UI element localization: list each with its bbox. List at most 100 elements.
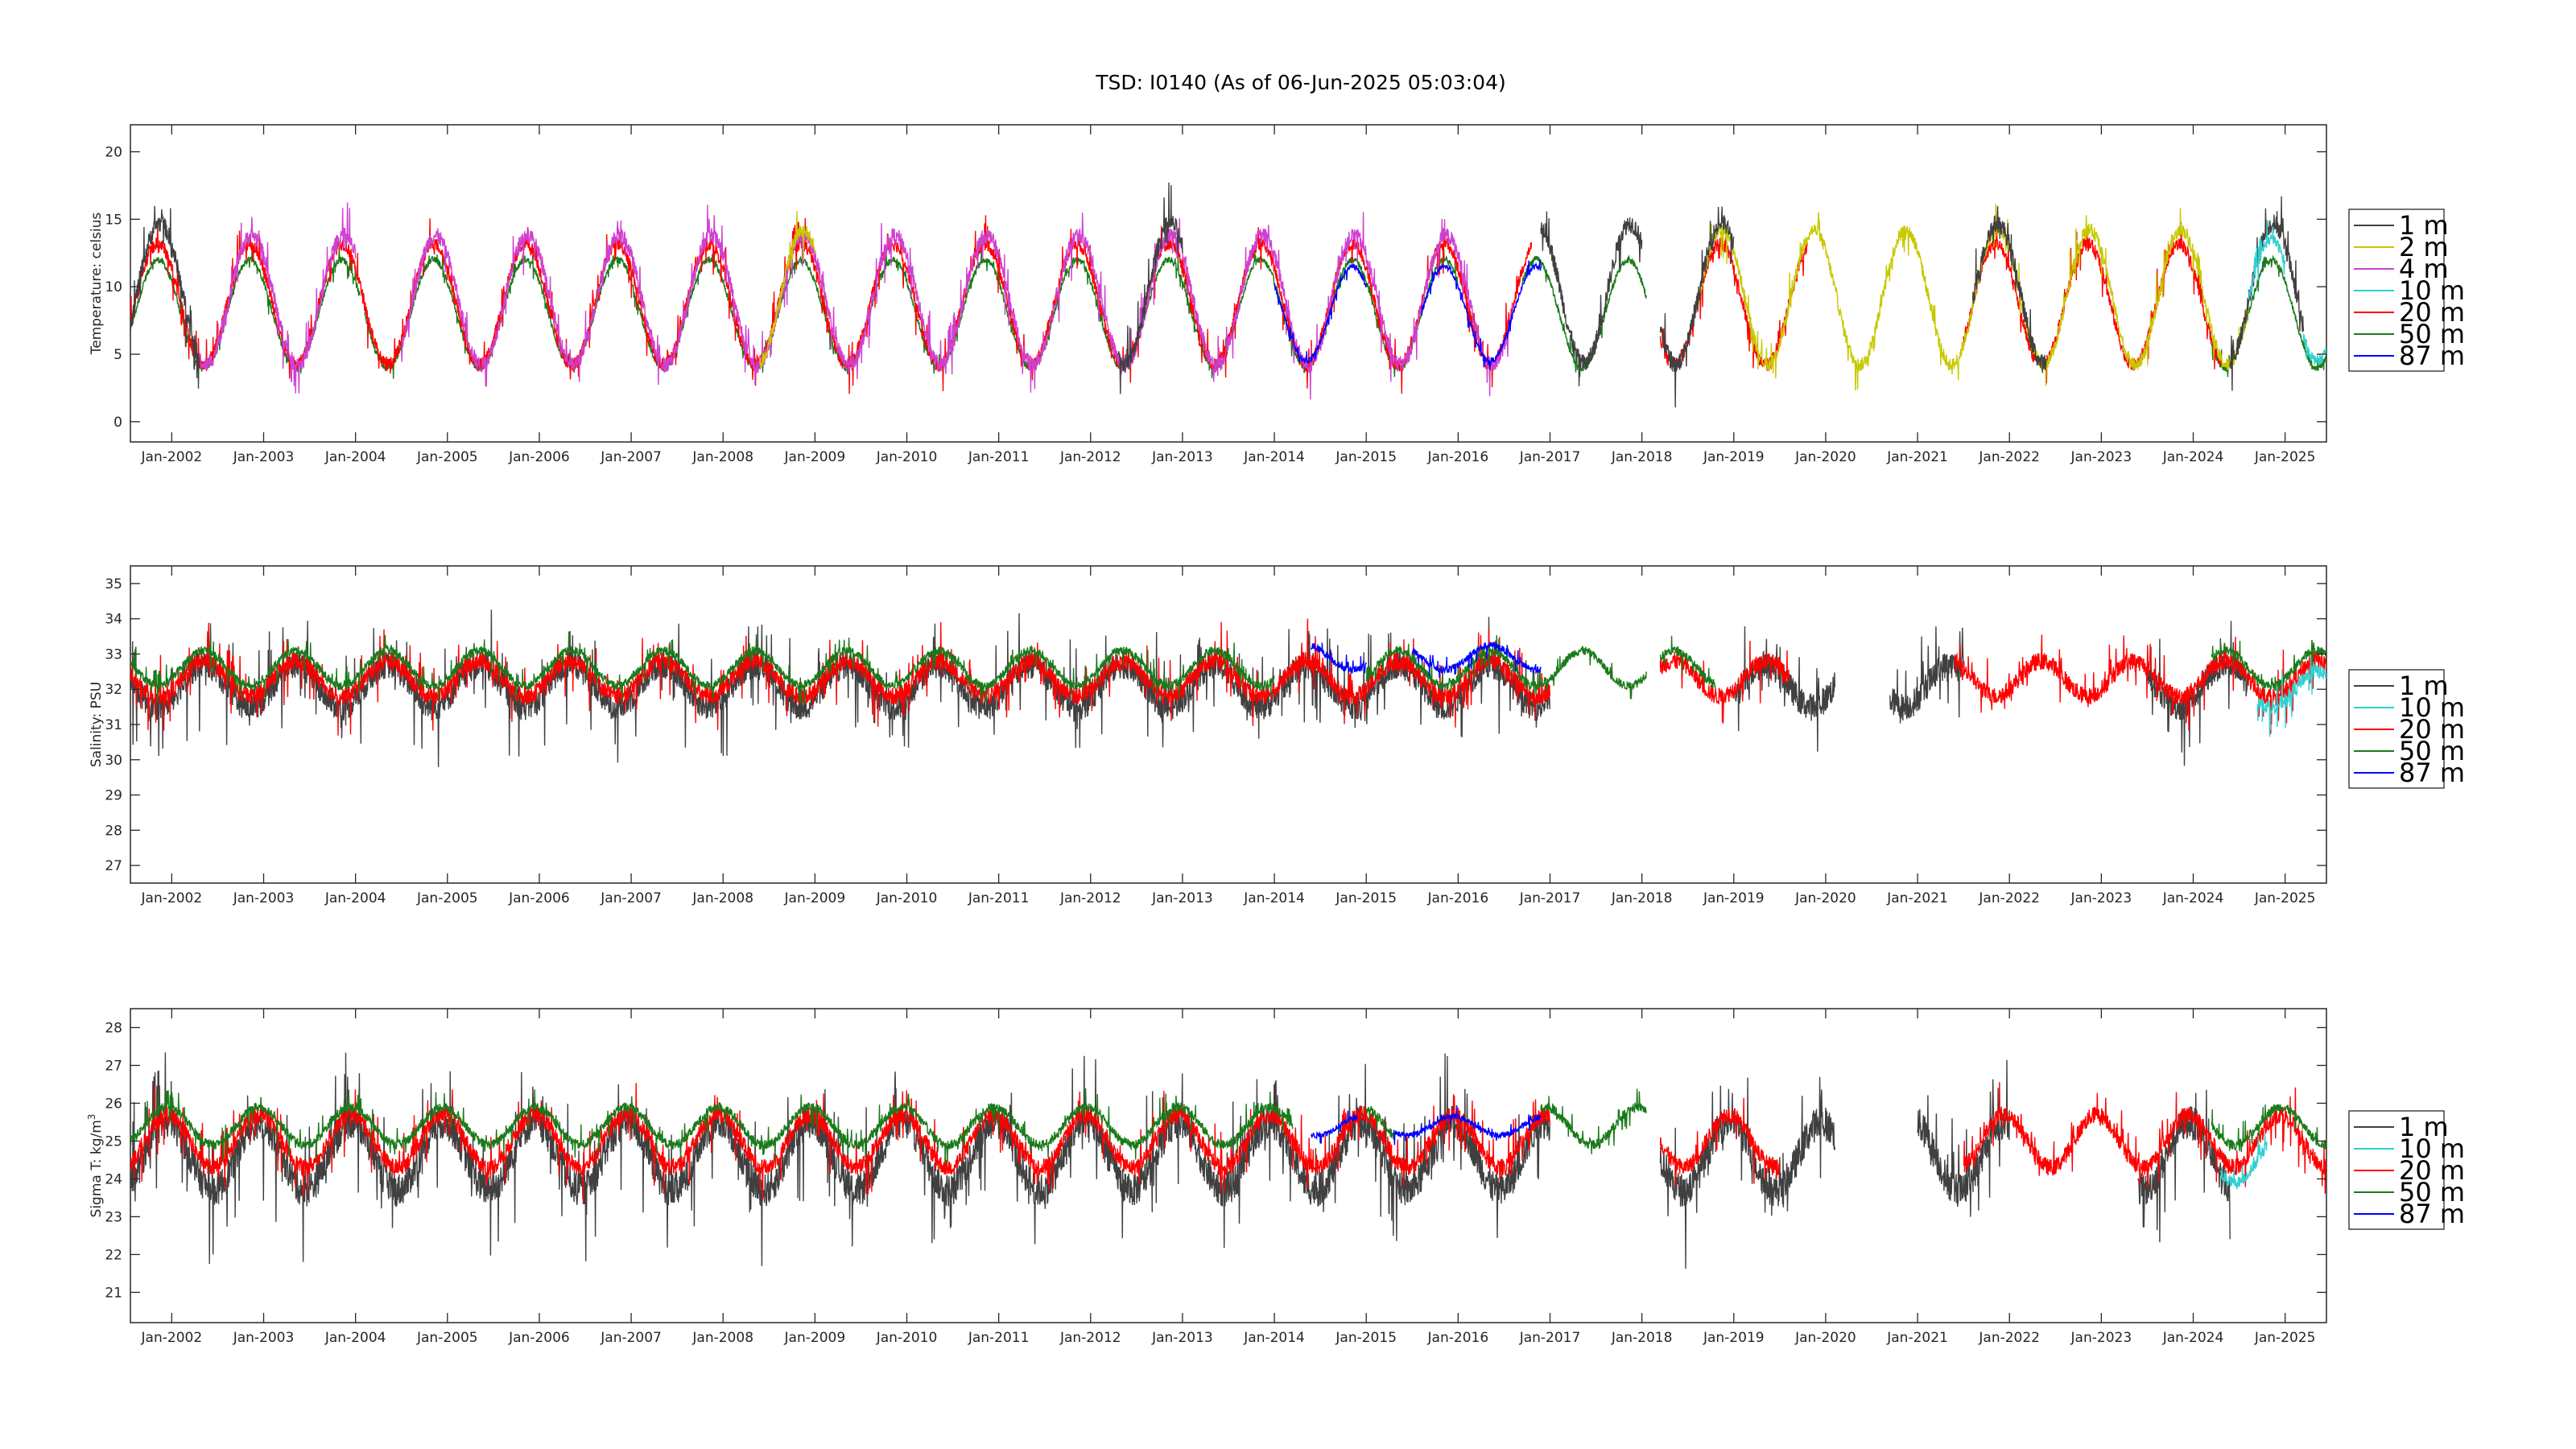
y-tick-label: 23 <box>105 1209 122 1225</box>
x-tick-label: Jan-2019 <box>1703 449 1765 465</box>
x-tick-label: Jan-2014 <box>1243 890 1305 906</box>
series-2m <box>759 204 2249 391</box>
x-tick-label: Jan-2004 <box>324 890 386 906</box>
x-tick-label: Jan-2008 <box>691 890 753 906</box>
y-tick-label: 33 <box>105 646 122 663</box>
legend: 1 m10 m20 m50 m87 m <box>2348 1110 2465 1230</box>
x-tick-label: Jan-2014 <box>1243 1330 1305 1346</box>
legend-label: 1 m <box>2399 210 2449 241</box>
y-tick-label: 27 <box>105 858 122 874</box>
x-tick-label: Jan-2024 <box>2162 890 2224 906</box>
series-line <box>1540 211 1643 386</box>
series-line <box>1889 626 1964 724</box>
legend-label: 50 m <box>2399 736 2465 766</box>
series-10m <box>2256 655 2326 737</box>
legend-label: 10 m <box>2399 275 2465 306</box>
series-50m <box>130 631 2326 705</box>
x-tick-label: Jan-2017 <box>1519 1330 1581 1346</box>
legend-label: 20 m <box>2399 714 2465 745</box>
x-tick-label: Jan-2003 <box>233 1330 295 1346</box>
legend-label: 10 m <box>2399 1133 2465 1164</box>
x-tick-label: Jan-2017 <box>1519 449 1581 465</box>
legend-label: 20 m <box>2399 297 2465 328</box>
y-tick-label: 31 <box>105 717 122 733</box>
series-line <box>1659 1076 1835 1269</box>
series-line <box>1365 1105 1395 1140</box>
x-tick-label: Jan-2023 <box>2070 449 2132 465</box>
legend: 1 m2 m4 m10 m20 m50 m87 m <box>2348 208 2465 372</box>
series-line <box>1954 634 2326 734</box>
y-tick-label: 28 <box>105 1020 122 1036</box>
x-tick-label: Jan-2018 <box>1611 449 1673 465</box>
x-tick-label: Jan-2012 <box>1059 890 1121 906</box>
series-line <box>2211 639 2326 691</box>
y-tick-label: 32 <box>105 682 122 698</box>
y-axis-label: Sigma T: kg/m3 <box>86 1114 105 1218</box>
x-tick-label: Jan-2025 <box>2254 890 2316 906</box>
x-tick-label: Jan-2013 <box>1151 890 1213 906</box>
y-axis-label-superscript: 3 <box>86 1114 97 1121</box>
x-tick-label: Jan-2007 <box>600 1330 662 1346</box>
series-line <box>1963 1082 2326 1194</box>
series-50m <box>130 1088 2326 1165</box>
y-tick-label: 25 <box>105 1133 122 1150</box>
x-tick-label: Jan-2009 <box>784 449 846 465</box>
y-tick-label: 30 <box>105 753 122 769</box>
series-line <box>1971 205 2047 374</box>
x-tick-label: Jan-2022 <box>1978 890 2040 906</box>
x-tick-label: Jan-2016 <box>1427 890 1489 906</box>
x-tick-label: Jan-2018 <box>1611 890 1673 906</box>
x-tick-label: Jan-2002 <box>141 449 203 465</box>
y-tick-label: 20 <box>105 145 122 161</box>
x-tick-label: Jan-2002 <box>141 890 203 906</box>
x-tick-label: Jan-2015 <box>1335 449 1397 465</box>
x-tick-label: Jan-2010 <box>876 890 938 906</box>
y-tick-label: 22 <box>105 1247 122 1263</box>
x-tick-label: Jan-2016 <box>1427 1330 1489 1346</box>
series-line <box>2220 1133 2268 1190</box>
x-tick-label: Jan-2016 <box>1427 449 1489 465</box>
series-line <box>130 631 1275 705</box>
x-tick-label: Jan-2019 <box>1703 1330 1765 1346</box>
series-line <box>1393 1104 1542 1146</box>
x-tick-label: Jan-2007 <box>600 449 662 465</box>
series-line <box>2146 621 2249 766</box>
x-tick-label: Jan-2008 <box>691 1330 753 1346</box>
axes-box <box>130 565 2327 884</box>
x-tick-label: Jan-2003 <box>233 449 295 465</box>
series-line <box>130 1052 1550 1266</box>
y-tick-label: 21 <box>105 1285 122 1301</box>
legend-label: 1 m <box>2399 1112 2449 1142</box>
series-87m <box>1311 1104 1542 1146</box>
y-axis-label: Salinity: PSU <box>89 682 105 767</box>
x-tick-label: Jan-2021 <box>1886 449 1948 465</box>
series-line <box>130 609 1550 767</box>
x-tick-label: Jan-2006 <box>508 1330 570 1346</box>
x-tick-label: Jan-2024 <box>2162 1330 2224 1346</box>
y-tick-label: 35 <box>105 576 122 592</box>
plot-area <box>130 182 2326 408</box>
x-tick-label: Jan-2023 <box>2070 1330 2132 1346</box>
series-20m <box>130 1082 2326 1204</box>
x-tick-label: Jan-2009 <box>784 1330 846 1346</box>
series-line <box>130 205 200 389</box>
series-line <box>1117 182 1183 394</box>
x-tick-label: Jan-2025 <box>2254 1330 2316 1346</box>
x-tick-label: Jan-2012 <box>1059 449 1121 465</box>
series-line <box>1365 634 1647 700</box>
series-87m <box>1274 259 1542 371</box>
x-tick-label: Jan-2004 <box>324 449 386 465</box>
x-tick-label: Jan-2020 <box>1794 890 1856 906</box>
series-line <box>130 1083 1550 1204</box>
series-line <box>1274 263 1367 365</box>
x-tick-label: Jan-2011 <box>968 1330 1030 1346</box>
y-tick-label: 10 <box>105 279 122 295</box>
x-tick-label: Jan-2005 <box>416 1330 478 1346</box>
x-tick-label: Jan-2007 <box>600 890 662 906</box>
x-tick-label: Jan-2004 <box>324 1330 386 1346</box>
legend: 1 m10 m20 m50 m87 m <box>2348 669 2465 789</box>
legend-label: 10 m <box>2399 692 2465 723</box>
legend-label: 50 m <box>2399 1177 2465 1208</box>
series-line <box>2256 655 2326 737</box>
y-tick-label: 26 <box>105 1096 122 1112</box>
